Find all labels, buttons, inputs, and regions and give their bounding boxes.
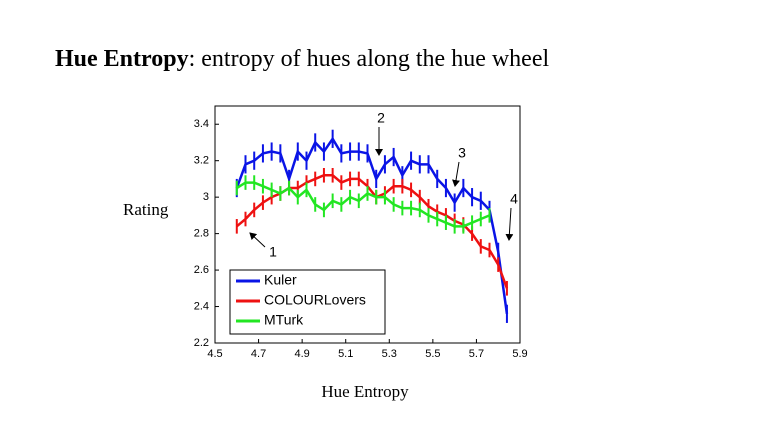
x-tick-label: 5.7: [469, 348, 484, 360]
legend-label: Kuler: [264, 272, 297, 288]
annotation: 3: [458, 145, 466, 161]
x-tick-label: 4.5: [207, 348, 222, 360]
y-tick-label: 2.2: [194, 337, 209, 349]
x-tick-label: 5.9: [512, 348, 527, 360]
y-tick-label: 2.4: [194, 300, 209, 312]
slide-title: Hue Entropy: entropy of hues along the h…: [55, 46, 549, 72]
y-tick-label: 2.6: [194, 264, 209, 276]
x-tick-label: 5.5: [425, 348, 440, 360]
annotation-arrow: [505, 207, 514, 241]
annotation-arrow: [452, 161, 460, 187]
x-tick-label: 4.9: [294, 348, 309, 360]
annotation: 4: [510, 191, 518, 207]
x-tick-label: 4.7: [251, 348, 266, 360]
legend-label: COLOURLovers: [264, 292, 366, 308]
y-tick-label: 2.8: [194, 228, 209, 240]
annotation: 2: [377, 110, 385, 126]
y-tick-label: 3.2: [194, 155, 209, 167]
series-line: [235, 136, 509, 315]
series-line: [236, 181, 490, 228]
x-tick-label: 5.1: [338, 348, 353, 360]
y-tick-label: 3: [203, 191, 209, 203]
title-bold: Hue Entropy: [55, 46, 189, 72]
legend-label: MTurk: [264, 312, 304, 328]
x-tick-label: 5.3: [382, 348, 397, 360]
x-axis-label: Hue Entropy: [321, 382, 409, 401]
annotation-arrow: [249, 232, 266, 248]
annotation: 1: [269, 244, 277, 260]
y-axis-label: Rating: [123, 200, 169, 219]
title-rest: : entropy of hues along the hue wheel: [189, 46, 550, 72]
y-tick-label: 3.4: [194, 118, 209, 130]
